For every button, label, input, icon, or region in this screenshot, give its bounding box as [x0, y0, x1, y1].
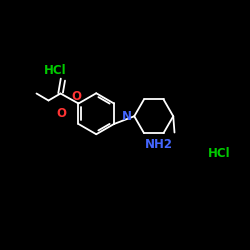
Text: O: O	[71, 90, 81, 103]
Text: O: O	[56, 107, 66, 120]
Text: HCl: HCl	[44, 64, 66, 76]
Text: NH2: NH2	[145, 138, 173, 151]
Text: HCl: HCl	[208, 147, 230, 160]
Text: N: N	[122, 110, 132, 123]
